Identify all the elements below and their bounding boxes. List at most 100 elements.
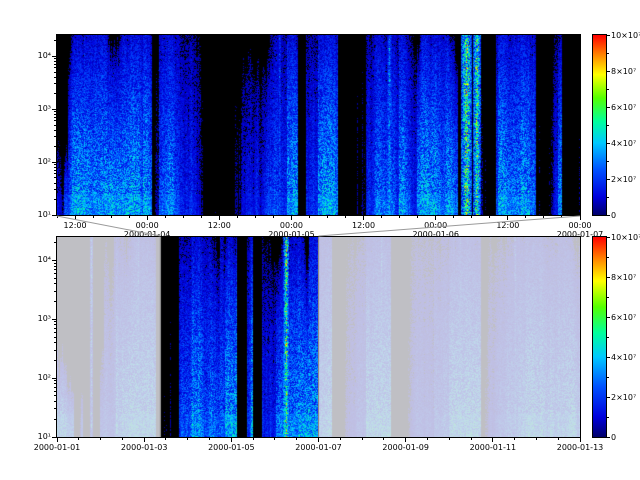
x-tick-label: 2000-01-11 xyxy=(469,443,517,452)
colorbar-tick xyxy=(607,214,610,216)
x-tick-label: 2000-01-09 xyxy=(382,443,429,452)
x-minor-tick xyxy=(56,216,58,218)
colorbar-minor-tick xyxy=(607,416,609,418)
colorbar-minor-tick xyxy=(607,88,609,90)
y-major-tick xyxy=(52,214,56,216)
x-tick-label: 00:00 xyxy=(279,221,303,230)
y-tick-label: 10⁴ xyxy=(37,255,51,265)
x-minor-tick xyxy=(272,216,274,218)
x-major-tick xyxy=(218,216,220,220)
colorbar-minor-tick xyxy=(607,52,609,54)
colorbar-tick xyxy=(607,106,610,108)
y-minor-tick xyxy=(54,290,56,292)
x-major-tick xyxy=(492,438,494,442)
y-minor-tick xyxy=(54,124,56,126)
y-minor-tick xyxy=(54,92,56,94)
y-major-tick xyxy=(52,436,56,438)
colorbar-tick xyxy=(607,236,610,238)
y-minor-tick xyxy=(54,324,56,326)
y-major-tick xyxy=(52,259,56,261)
colorbar-minor-tick xyxy=(607,256,609,258)
y-minor-tick xyxy=(54,145,56,147)
y-minor-tick xyxy=(54,58,56,59)
y-minor-tick xyxy=(54,189,56,191)
x-minor-tick xyxy=(187,438,189,440)
colorbar-gradient xyxy=(593,35,606,215)
y-tick-label: 10⁴ xyxy=(37,51,51,61)
x-minor-tick xyxy=(426,438,428,440)
colorbar-tick-label: 2×10⁷ xyxy=(611,392,637,402)
highlight-right-edge[interactable] xyxy=(318,237,319,437)
x-major-tick xyxy=(56,438,58,442)
context-colorbar: 0 2×10⁷ 4×10⁷ 6×10⁷ 8×10⁷ 10×10⁷ xyxy=(592,233,640,442)
detail-spectrogram-panel: 12:00 00:00 2000-01-04 12:00 00:00 2000-01-05… xyxy=(38,34,603,239)
y-minor-tick xyxy=(54,262,56,264)
y-minor-tick xyxy=(54,182,56,184)
colorbar-tick-label: 10×10⁷ xyxy=(611,232,640,242)
x-minor-tick xyxy=(308,216,310,218)
colorbar-tick xyxy=(607,142,610,144)
x-minor-tick xyxy=(399,216,401,218)
x-major-tick xyxy=(507,216,509,220)
colorbar-minor-tick xyxy=(607,296,609,298)
y-major-tick xyxy=(52,108,56,110)
y-minor-tick xyxy=(54,359,56,361)
y-minor-tick xyxy=(54,166,56,168)
x-major-tick xyxy=(146,216,148,220)
y-tick-label: 10² xyxy=(37,373,51,383)
colorbar-minor-tick xyxy=(607,336,609,338)
colorbar-tick xyxy=(607,356,610,358)
colorbar-tick-label: 4×10⁷ xyxy=(611,138,637,148)
x-minor-tick xyxy=(252,438,254,440)
y-major-tick xyxy=(52,161,56,163)
colorbar-minor-tick xyxy=(607,196,609,198)
context-spectrogram-panel: 2000-01-01 2000-01-03 2000-01-05 2000-01-07… xyxy=(34,236,603,452)
x-major-tick xyxy=(363,216,365,220)
colorbar-tick-label: 6×10⁷ xyxy=(611,102,637,112)
x-minor-tick xyxy=(254,216,256,218)
x-minor-tick xyxy=(381,216,383,218)
context-highlight-region[interactable] xyxy=(161,237,319,437)
detail-colorbar: 0 2×10⁷ 4×10⁷ 6×10⁷ 8×10⁷ 10×10⁷ xyxy=(592,31,640,220)
x-minor-tick xyxy=(557,438,559,440)
y-minor-tick xyxy=(54,110,56,112)
colorbar-tick xyxy=(607,316,610,318)
x-tick-label: 00:00 xyxy=(135,221,159,230)
x-tick-label: 2000-01-01 xyxy=(33,443,81,452)
y-minor-tick xyxy=(54,163,56,165)
y-tick-label: 10¹ xyxy=(37,432,51,441)
y-minor-tick xyxy=(54,169,56,171)
y-minor-tick xyxy=(54,301,56,303)
y-minor-tick xyxy=(54,39,56,41)
x-minor-tick xyxy=(448,438,450,440)
colorbar-tick xyxy=(607,34,610,36)
highlight-left-edge[interactable] xyxy=(160,237,162,437)
y-tick-label: 10¹ xyxy=(37,210,51,219)
colorbar-tick-label: 0 xyxy=(611,210,617,220)
y-minor-tick xyxy=(54,321,56,323)
y-tick-label: 10³ xyxy=(37,104,51,114)
y-minor-tick xyxy=(54,380,56,382)
x-minor-tick xyxy=(453,216,455,218)
x-minor-tick xyxy=(489,216,491,218)
x-minor-tick xyxy=(345,216,347,218)
colorbar-tick xyxy=(607,178,610,180)
y-minor-tick xyxy=(54,283,56,285)
x-major-tick xyxy=(579,216,581,220)
x-tick-label: 2000-01-13 xyxy=(556,443,604,452)
x-major-tick xyxy=(318,438,319,442)
colorbar-tick-label: 0 xyxy=(611,432,617,442)
y-minor-tick xyxy=(54,386,56,388)
detail-spectrogram-canvas[interactable] xyxy=(57,35,580,215)
y-minor-tick xyxy=(54,67,56,69)
x-minor-tick xyxy=(327,216,329,218)
x-tick-label: 12:00 xyxy=(496,221,520,230)
x-minor-tick xyxy=(100,438,102,440)
y-minor-tick xyxy=(54,383,56,385)
y-minor-tick xyxy=(54,76,56,78)
colorbar-tick-label: 10×10⁷ xyxy=(611,30,640,40)
x-minor-tick xyxy=(514,438,516,440)
colorbar-tick xyxy=(607,276,610,278)
y-minor-tick xyxy=(54,331,56,333)
